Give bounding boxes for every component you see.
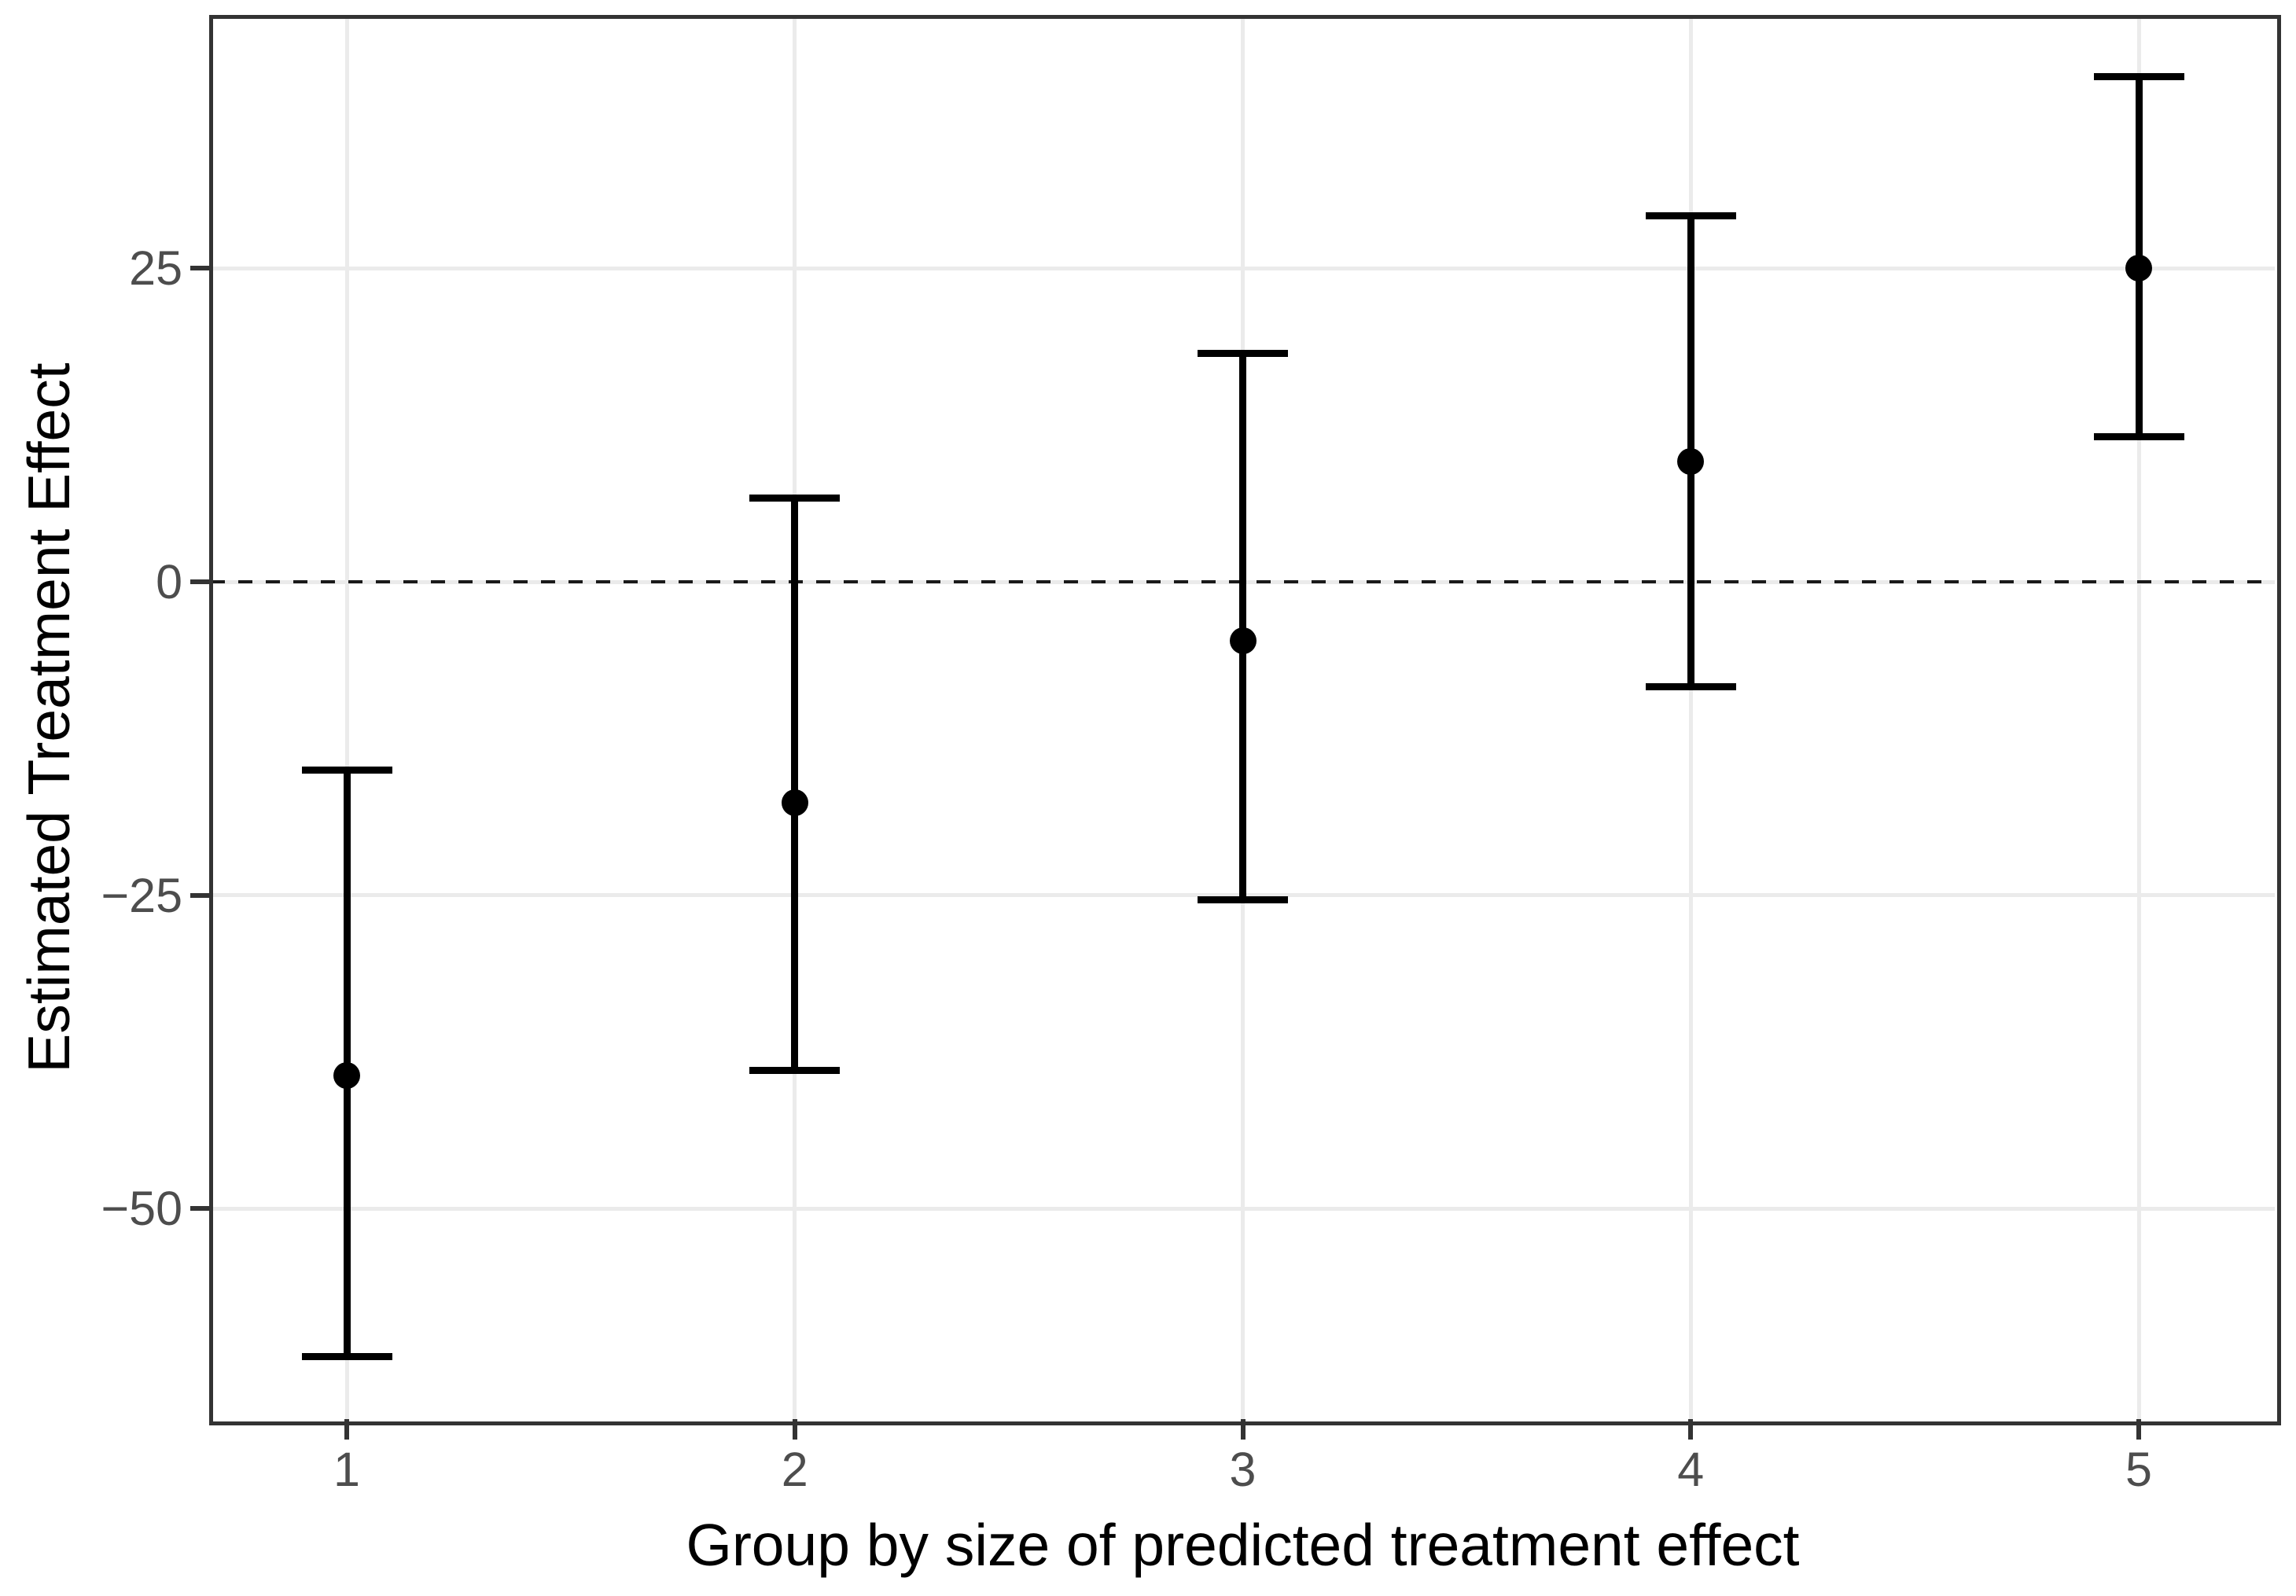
point-estimate-dot xyxy=(1229,627,1257,654)
error-bar-upper-cap xyxy=(2093,73,2184,81)
x-tick-label: 4 xyxy=(1677,1443,1705,1496)
x-axis-tick xyxy=(344,1419,349,1440)
x-axis-tick xyxy=(792,1419,797,1440)
y-tick-label: 25 xyxy=(129,241,182,296)
error-bar-lower-cap xyxy=(2093,432,2184,440)
error-bar-upper-cap xyxy=(749,494,841,502)
x-tick-label: 3 xyxy=(1229,1443,1257,1496)
point-estimate-dot xyxy=(781,789,808,816)
y-axis-tick xyxy=(190,1206,211,1212)
vertical-gridline xyxy=(2136,17,2141,1419)
x-axis-tick xyxy=(1240,1419,1246,1440)
x-axis-title: Group by size of predicted treatment eff… xyxy=(686,1512,1800,1578)
x-axis-tick xyxy=(1688,1419,1694,1440)
vertical-gridline xyxy=(344,17,349,1419)
error-bar-upper-cap xyxy=(1198,350,1288,358)
vertical-gridline xyxy=(1688,17,1693,1419)
point-estimate-dot xyxy=(2125,255,2152,282)
point-estimate-dot xyxy=(1677,447,1705,475)
y-tick-label: 0 xyxy=(156,555,182,609)
y-axis-tick xyxy=(190,579,211,585)
x-tick-label: 5 xyxy=(2125,1443,2152,1496)
error-bar xyxy=(1239,353,1246,900)
horizontal-gridline xyxy=(211,266,2275,270)
error-bar-lower-cap xyxy=(301,1352,392,1360)
horizontal-gridline xyxy=(211,1206,2275,1211)
y-tick-label: −50 xyxy=(101,1182,182,1236)
point-estimate-dot xyxy=(333,1062,360,1090)
y-tick-label: −25 xyxy=(101,868,182,922)
y-axis-title: Estimated Treatment Effect xyxy=(16,362,82,1073)
y-axis-tick xyxy=(190,266,211,271)
error-bar-lower-cap xyxy=(1645,683,1736,691)
error-bar-lower-cap xyxy=(749,1067,841,1075)
x-tick-label: 2 xyxy=(781,1443,808,1496)
error-bar xyxy=(791,498,799,1071)
error-bar-lower-cap xyxy=(1198,896,1288,904)
error-bar-upper-cap xyxy=(1645,211,1736,219)
x-tick-label: 1 xyxy=(333,1443,360,1496)
error-bar-upper-cap xyxy=(301,766,392,774)
x-axis-tick xyxy=(2136,1419,2141,1440)
y-axis-tick xyxy=(190,892,211,898)
